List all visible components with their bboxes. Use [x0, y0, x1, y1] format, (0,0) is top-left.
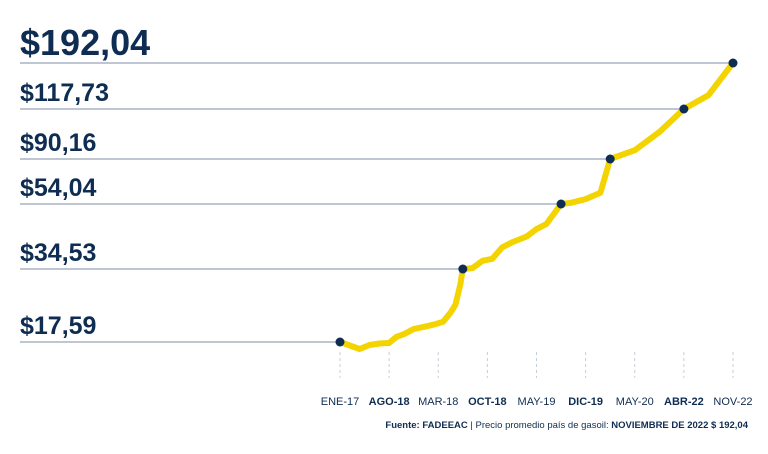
value-marker [679, 104, 689, 114]
x-tick-label: OCT-18 [468, 396, 507, 408]
x-tick-label: AGO-18 [369, 396, 410, 408]
x-tick-label: NOV-22 [713, 396, 752, 408]
source-note: Fuente: FADEEAC | Precio promedio país d… [385, 420, 748, 431]
x-tick-label: DIC-19 [568, 396, 603, 408]
value-label: $117,73 [20, 79, 109, 107]
source-prefix: Fuente: FADEEAC [385, 420, 468, 431]
source-text: | Precio promedio país de gasoil: [467, 420, 612, 431]
value-marker [728, 58, 738, 68]
x-tick-label: ABR-22 [664, 396, 704, 408]
x-tick-label: MAR-18 [418, 396, 458, 408]
value-marker [556, 199, 566, 209]
value-label: $34,53 [20, 239, 96, 267]
price-line [337, 60, 736, 352]
x-tick-label: MAY-19 [518, 396, 556, 408]
value-marker [335, 337, 345, 347]
value-marker [605, 154, 615, 164]
value-label: $192,04 [20, 22, 150, 63]
value-label: $90,16 [20, 129, 96, 157]
x-tick-label: MAY-20 [616, 396, 654, 408]
value-label: $17,59 [20, 312, 96, 340]
x-tick-label: ENE-17 [321, 396, 360, 408]
value-label: $54,04 [20, 174, 97, 202]
value-marker [458, 264, 468, 274]
source-bold: NOVIEMBRE DE 2022 $ 192,04 [611, 420, 748, 431]
